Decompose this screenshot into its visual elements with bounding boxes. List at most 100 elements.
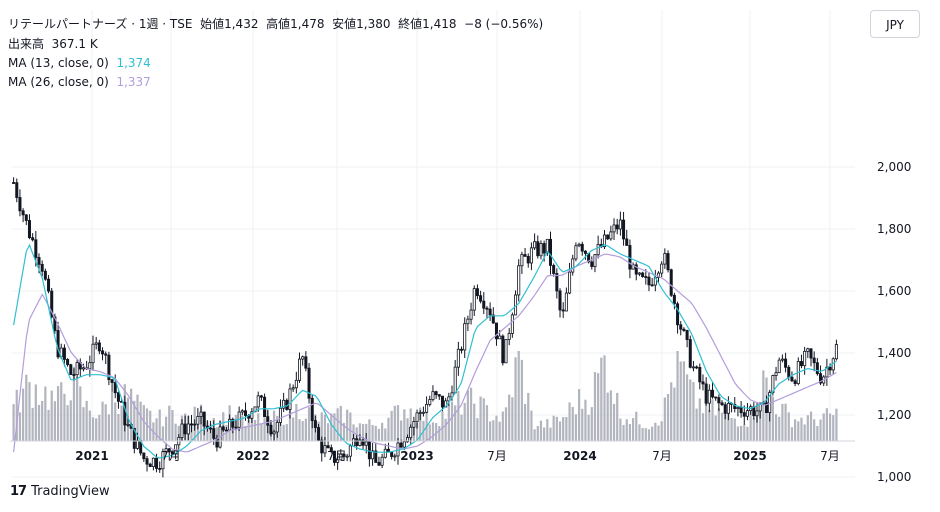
volume-bar [495,415,498,441]
volume-bar [174,423,177,441]
candle-body [421,411,425,414]
volume-bar [479,396,482,441]
symbol-title[interactable]: リテールパートナーズ · 1週 · TSE [8,17,193,31]
volume-bar [292,417,295,441]
candle-body [186,423,190,435]
candle [742,405,746,425]
volume-bar [819,419,822,441]
volume-bar [406,418,409,441]
volume-bar [482,398,485,441]
candle [383,443,387,459]
candle-body [447,396,451,402]
candle-body [755,410,759,417]
candle [101,347,105,361]
x-tick-label: 2024 [563,449,596,463]
candle-body [428,399,432,405]
volume-bar [371,424,374,441]
volume-bar [298,419,301,441]
candle-body [317,427,321,441]
candle-body [62,347,66,360]
volume-bar [527,392,530,441]
volume-bar [832,415,835,441]
candle [196,408,200,430]
candle-body [234,426,238,429]
ma13-label[interactable]: MA (13, close, 0) [8,56,109,70]
candle-body [91,343,95,364]
candle-body [231,418,235,428]
candle [390,451,394,460]
candle-body [409,426,413,439]
candle [520,251,524,274]
volume-bar [326,423,330,441]
volume-bar [377,428,381,441]
ma26-label[interactable]: MA (26, close, 0) [8,75,109,89]
candle [110,378,114,392]
candle-body [698,366,702,383]
candle-body [256,395,260,408]
candle-body [469,309,473,320]
currency-button[interactable]: JPY [870,10,920,38]
volume-bar [784,403,787,441]
tradingview-brand[interactable]: 17 TradingView [10,484,110,499]
volume-bar [15,389,18,441]
volume-bar [597,373,600,441]
candle [466,315,470,332]
candle-body [663,253,667,265]
candle-body [116,392,120,402]
candle [97,339,101,355]
candle-body [434,391,438,396]
volume-label[interactable]: 出来高 [8,37,45,51]
y-tick-label: 1,600 [877,284,911,298]
volume-bar [101,401,104,441]
candle [736,405,740,417]
volume-bar [520,359,524,441]
candle-body [717,397,721,404]
volume-bar [247,419,250,441]
volume-bar [457,391,460,441]
ma13-value: 1,374 [116,56,151,70]
candle-body [374,450,378,463]
volume-bar [771,396,774,441]
candle-body [790,376,794,382]
candle [606,234,610,241]
candle [437,394,441,400]
candle-body [155,457,159,469]
candle-body [504,339,508,364]
volume-bar [257,413,260,441]
candle-body [189,423,194,426]
candle [418,410,422,421]
candle-body [158,468,162,470]
x-tick-label: 2021 [75,449,108,463]
volume-bar [263,417,266,441]
candle-body [126,424,130,426]
candle-body [250,411,254,419]
volume-bar [60,382,63,441]
y-tick-label: 2,000 [877,160,911,174]
candle-body [361,439,365,446]
volume-bar [460,414,463,441]
tradingview-logo-icon: 17 [10,484,27,499]
candle [637,272,641,277]
volume-bar [454,405,457,441]
candle-body [539,243,543,257]
candle [682,327,686,332]
volume-bar [98,414,101,441]
candle-body [275,421,279,433]
volume-bar [584,399,587,441]
candle [40,260,44,277]
candle [482,292,486,314]
candle [666,250,670,273]
volume-bar [752,417,755,441]
candle-body [415,412,419,423]
candle-body [774,372,778,376]
y-tick-label: 1,400 [877,346,911,360]
candle-body [491,314,495,324]
volume-bar [676,351,679,441]
volume-bar [158,409,161,441]
volume-bar [517,351,520,441]
volume-bar [368,419,371,441]
candle [539,240,543,260]
volume-bar [107,414,111,441]
candle-body [180,423,184,438]
